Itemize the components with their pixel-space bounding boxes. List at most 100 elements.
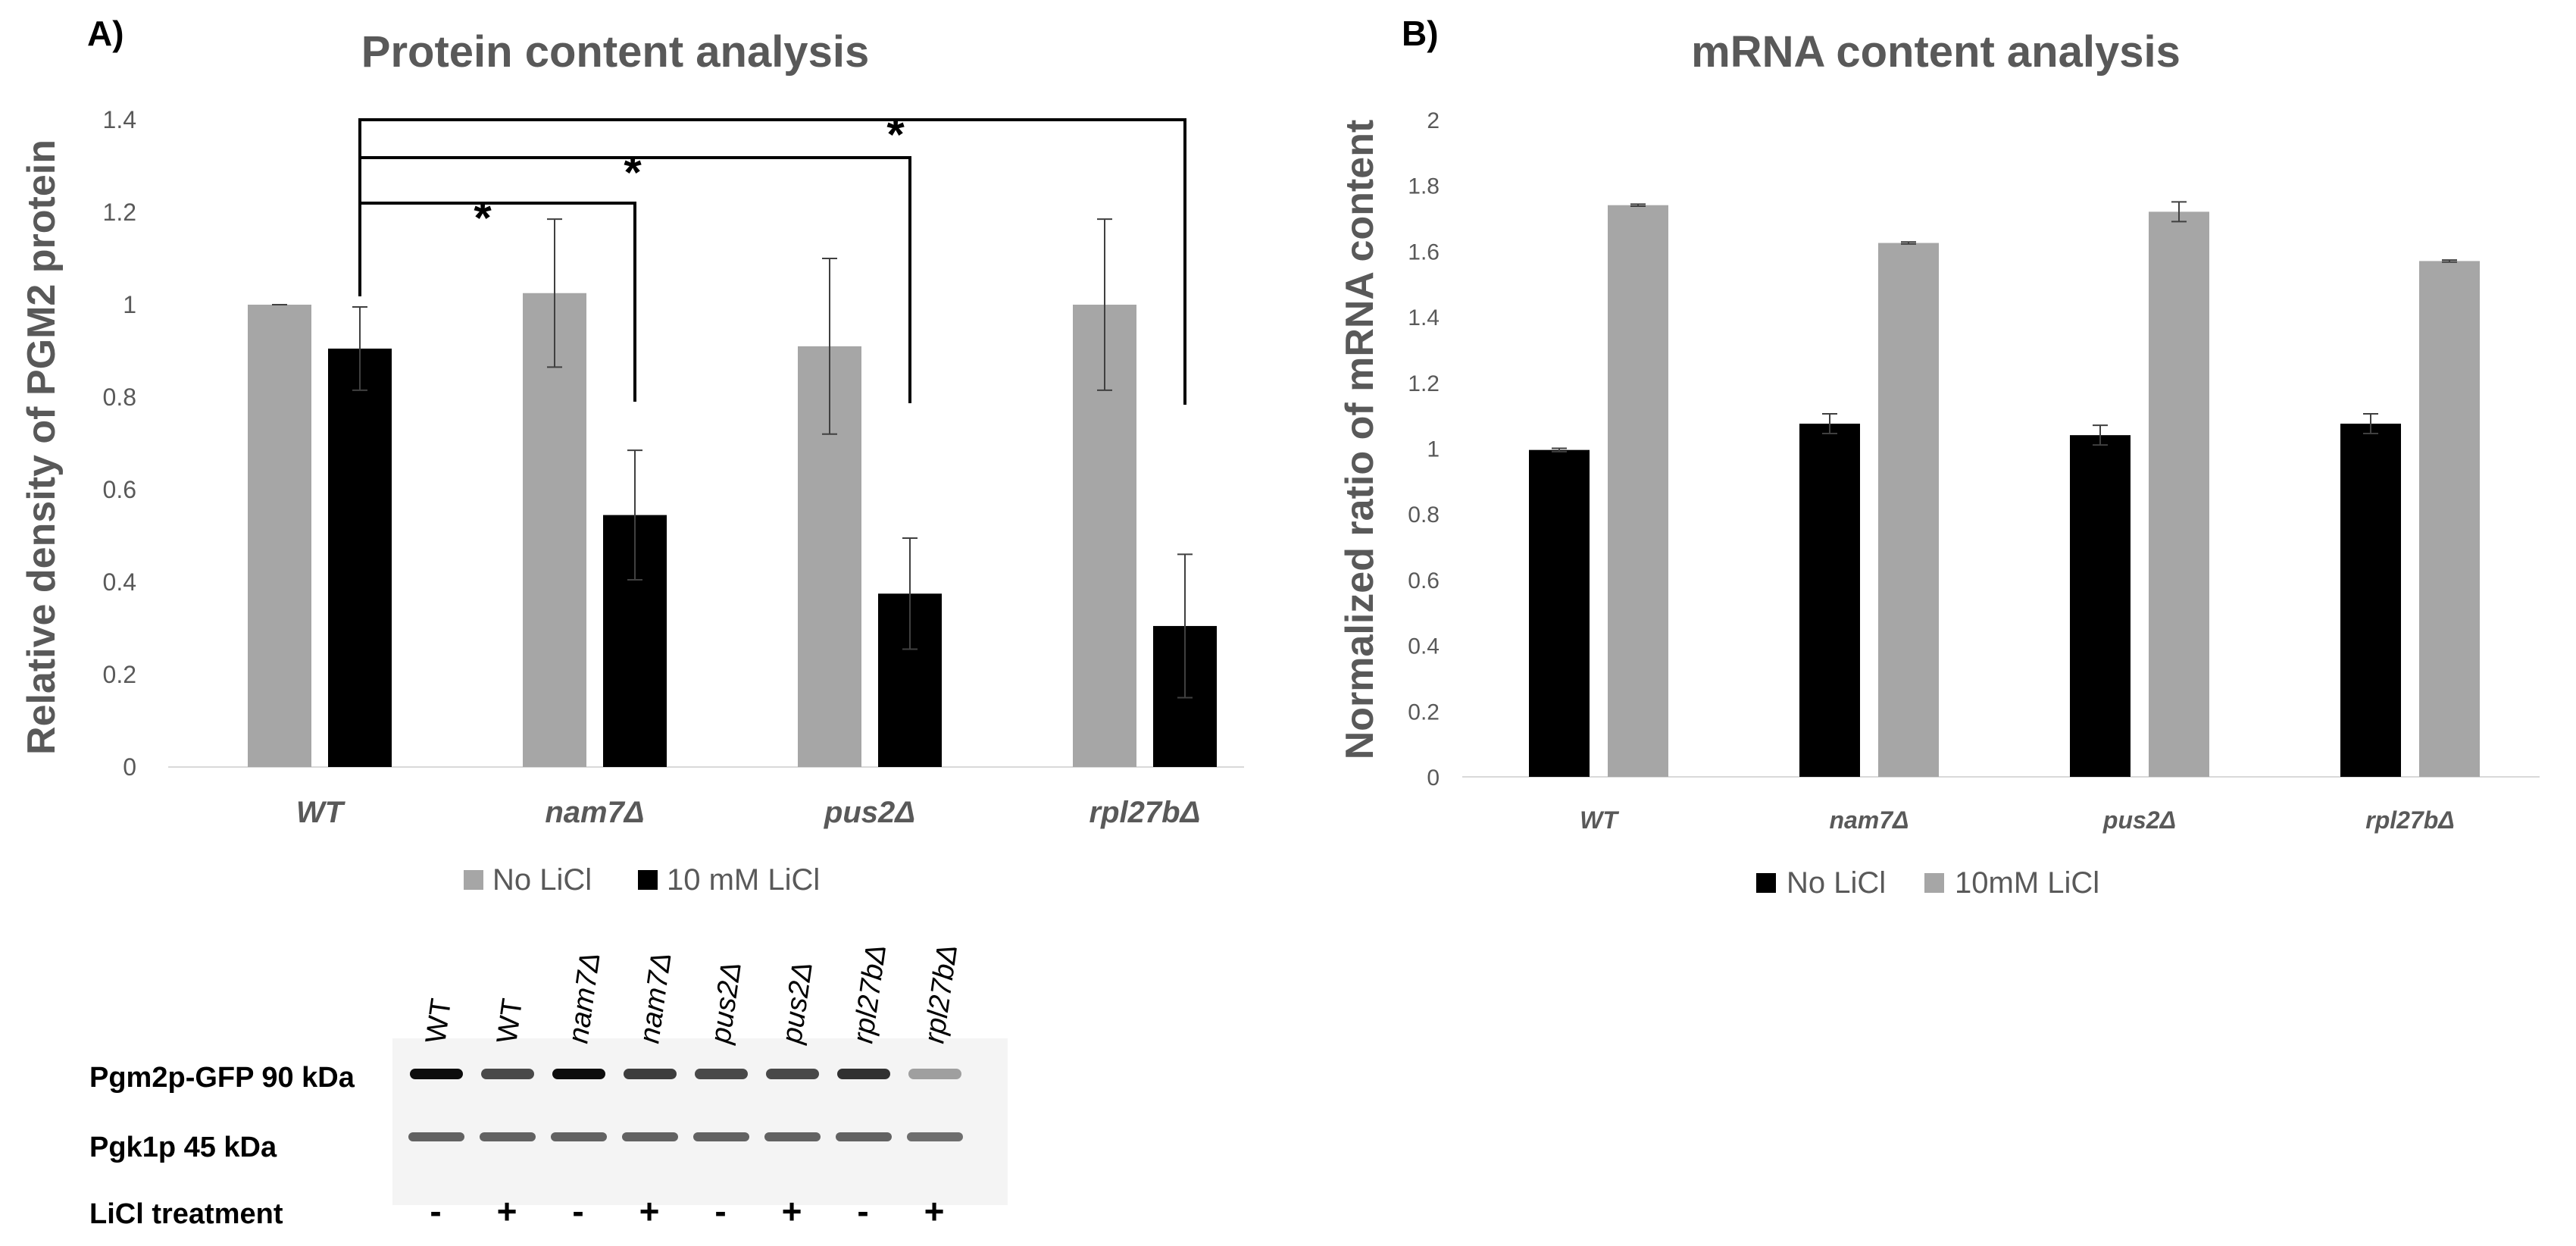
mrna-y-axis-title: Normalized ratio of mRNA content	[1338, 120, 1382, 760]
band-pgm2-lane-8	[908, 1069, 961, 1079]
western-blot: WT WT nam7Δ nam7Δ pus2Δ pus2Δ rpl27bΔ rpl27bΔ P…	[89, 943, 1008, 1231]
protein-bars	[248, 293, 1217, 767]
legend-swatch-10mm-licl	[638, 870, 658, 890]
mrna-x-tick-labels: WT nam7Δ pus2Δ rpl27bΔ	[1580, 806, 2455, 834]
treatment-sign-lane-3: -	[572, 1191, 583, 1231]
band-pgk1-lane-7	[836, 1132, 892, 1141]
mrna-y-ticks: 0 0.2 0.4 0.6 0.8 1 1.2 1.4 1.6 1.8 2	[1408, 108, 1440, 790]
blot-lane-label-6: pus2Δ	[776, 960, 819, 1047]
blot-treatment-label: LiCl treatment	[89, 1198, 283, 1230]
protein-error-bars	[272, 218, 1193, 699]
band-pgk1-lane-2	[480, 1132, 536, 1141]
band-pgk1-lane-3	[551, 1132, 607, 1141]
band-pgk1-lane-4	[622, 1132, 678, 1141]
blot-lane-label-5: pus2Δ	[705, 960, 748, 1047]
treatment-sign-lane-2: +	[497, 1191, 517, 1231]
y-tick-label: 0.2	[103, 661, 136, 688]
protein-x-tick-labels: WT nam7Δ pus2Δ rpl27bΔ	[296, 796, 1201, 829]
x-tick-label-nam7: nam7Δ	[545, 796, 644, 829]
band-pgm2-lane-1	[410, 1069, 463, 1079]
treatment-sign-lane-1: -	[430, 1191, 441, 1231]
band-pgm2-lane-7	[837, 1069, 890, 1079]
bar-10mm-licl-wt	[1608, 205, 1668, 778]
treatment-sign-lane-8: +	[924, 1191, 945, 1231]
y-tick-label: 0.4	[1408, 634, 1440, 659]
bar-no-licl-wt	[1529, 449, 1590, 777]
bar-10mm-licl-rpl27b	[2419, 261, 2480, 777]
bar-no-licl-nam7	[1799, 423, 1860, 777]
protein-significance-brackets: * * *	[358, 109, 1186, 405]
band-pgk1-lane-6	[764, 1132, 821, 1141]
blot-lane-label-1: WT	[420, 997, 458, 1045]
blot-bands	[408, 1069, 963, 1141]
y-tick-label: 1.6	[1408, 239, 1440, 265]
protein-legend: No LiCl 10 mM LiCl	[464, 863, 820, 897]
y-tick-label: 0.6	[103, 476, 136, 503]
panel-b-label: B)	[1402, 14, 1439, 53]
bar-no-licl-wt	[248, 305, 311, 767]
treatment-sign-lane-6: +	[782, 1191, 802, 1231]
y-tick-label: 0.8	[1408, 502, 1440, 528]
band-pgm2-lane-6	[766, 1069, 819, 1079]
mrna-chart: B) mRNA content analysis Normalized rati…	[1338, 14, 2540, 900]
protein-chart: A) Protein content analysis Relative den…	[20, 14, 1244, 897]
legend-label-no-licl-b: No LiCl	[1787, 866, 1886, 900]
protein-y-ticks: 0 0.2 0.4 0.6 0.8 1 1.2 1.4	[103, 106, 136, 781]
y-tick-label: 0.8	[103, 384, 136, 411]
bar-10mm-licl-nam7	[1878, 243, 1939, 777]
bar-no-licl-rpl27b	[2340, 423, 2401, 777]
mrna-error-bars	[1552, 201, 2457, 452]
blot-membrane	[392, 1038, 1008, 1205]
treatment-sign-lane-5: -	[714, 1191, 726, 1231]
y-tick-label: 0	[1427, 765, 1440, 790]
significance-bracket-rpl27b	[358, 118, 1186, 405]
band-pgm2-lane-3	[552, 1069, 605, 1079]
panel-a-label: A)	[87, 14, 124, 53]
band-pgk1-lane-8	[907, 1132, 963, 1141]
blot-row-label-pgm2: Pgm2p-GFP 90 kDa	[89, 1062, 355, 1094]
band-pgm2-lane-4	[624, 1069, 677, 1079]
band-pgk1-lane-1	[408, 1132, 464, 1141]
y-tick-label: 2	[1427, 108, 1440, 133]
significance-bracket-nam7	[358, 202, 636, 402]
x-tick-label-nam7: nam7Δ	[1829, 806, 1909, 834]
y-tick-label: 1.8	[1408, 174, 1440, 199]
blot-lane-label-4: nam7Δ	[633, 950, 677, 1045]
blot-row-label-pgk1: Pgk1p 45 kDa	[89, 1132, 277, 1163]
y-tick-label: 1.2	[1408, 371, 1440, 396]
x-tick-label-rpl27b: rpl27bΔ	[1089, 796, 1201, 829]
band-pgk1-lane-5	[693, 1132, 749, 1141]
x-tick-label-pus2: pus2Δ	[824, 796, 915, 829]
blot-treatment-signs: - + - + - + - +	[430, 1191, 944, 1231]
protein-y-axis-title: Relative density of PGM2 protein	[20, 139, 64, 755]
bar-no-licl-nam7	[523, 293, 586, 767]
blot-lane-labels: WT WT nam7Δ nam7Δ pus2Δ pus2Δ rpl27bΔ rpl27bΔ	[420, 943, 964, 1047]
blot-lane-label-8: rpl27bΔ	[918, 943, 964, 1046]
blot-lane-label-3: nam7Δ	[562, 950, 606, 1045]
y-tick-label: 1.2	[103, 199, 136, 226]
y-tick-label: 0.6	[1408, 568, 1440, 593]
x-tick-label-rpl27b: rpl27bΔ	[2365, 806, 2455, 834]
band-pgm2-lane-2	[481, 1069, 534, 1079]
y-tick-label: 0.4	[103, 568, 136, 596]
y-tick-label: 0.2	[1408, 700, 1440, 725]
y-tick-label: 0	[123, 753, 136, 781]
bar-10-mm-licl-wt	[328, 348, 392, 767]
blot-lane-label-7: rpl27bΔ	[847, 943, 893, 1046]
significance-star-nam7: *	[474, 193, 492, 243]
legend-swatch-10mm-licl-b	[1924, 873, 1944, 893]
mrna-bars	[1529, 205, 2480, 778]
protein-chart-title: Protein content analysis	[361, 27, 869, 77]
blot-lane-label-2: WT	[491, 997, 529, 1045]
legend-label-10mm-licl-b: 10mM LiCl	[1955, 866, 2099, 900]
y-tick-label: 1.4	[1408, 305, 1440, 330]
x-tick-label-wt: WT	[296, 796, 346, 829]
bar-no-licl-pus2	[2070, 435, 2131, 777]
legend-label-10mm-licl: 10 mM LiCl	[667, 863, 820, 897]
band-pgm2-lane-5	[695, 1069, 748, 1079]
significance-star-pus2: *	[624, 147, 642, 198]
treatment-sign-lane-7: -	[857, 1191, 868, 1231]
y-tick-label: 1.4	[103, 106, 136, 133]
y-tick-label: 1	[1427, 437, 1440, 462]
